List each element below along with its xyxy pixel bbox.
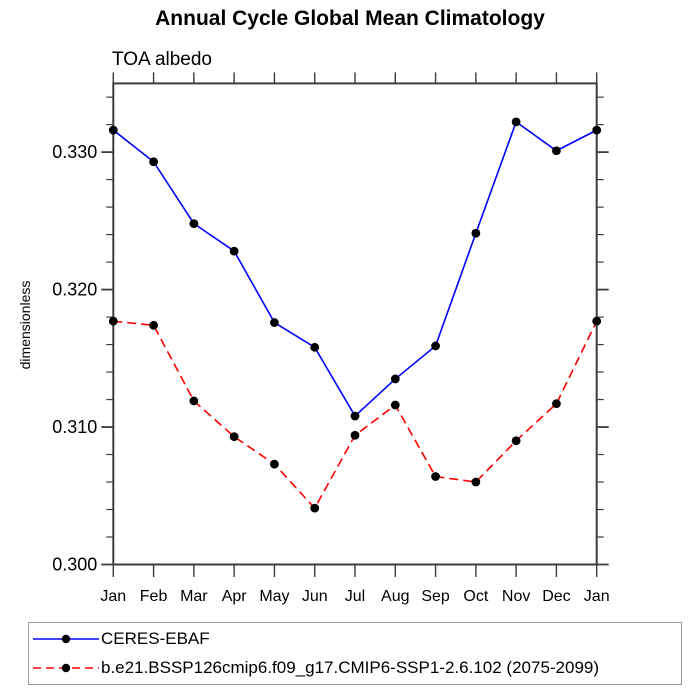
plot-frame: [112, 82, 598, 566]
legend-item-model: b.e21.BSSP126cmip6.f09_g17.CMIP6-SSP1-2.…: [29, 654, 681, 683]
legend-label-ceres: CERES-EBAF: [101, 629, 210, 648]
data-point-marker: [471, 477, 481, 487]
legend-sample-marker: [61, 634, 71, 644]
chart-subtitle: TOA albedo: [112, 49, 213, 70]
data-point-marker: [270, 459, 279, 469]
data-point-marker: [390, 374, 400, 384]
x-tick-label: Jul: [345, 588, 365, 605]
data-point-marker: [511, 117, 521, 127]
data-point-marker: [592, 316, 602, 326]
legend-line-sample-dashed: [33, 663, 99, 673]
legend-line-sample-solid: [33, 634, 99, 644]
data-point-marker: [431, 341, 440, 351]
x-tick-label: Feb: [140, 588, 168, 605]
x-tick-label: Dec: [542, 588, 570, 605]
x-tick-label: Jan: [100, 588, 126, 605]
data-point-marker: [108, 125, 118, 135]
x-tick-label: Aug: [381, 588, 409, 605]
data-point-marker: [431, 472, 440, 481]
y-tick-label: 0.310: [52, 417, 97, 437]
x-tick-label: Mar: [180, 588, 208, 605]
data-point-marker: [592, 125, 602, 135]
data-point-marker: [511, 436, 521, 446]
legend-sample-marker: [61, 663, 71, 673]
x-tick-label: Jun: [302, 588, 328, 605]
data-point-marker: [350, 411, 360, 421]
series-line-0: [112, 120, 598, 418]
data-point-marker: [229, 246, 239, 256]
data-point-marker: [149, 320, 158, 330]
x-tick-label: Oct: [463, 588, 488, 605]
data-point-marker: [149, 157, 158, 167]
data-point-marker: [471, 228, 481, 238]
data-point-marker: [350, 430, 360, 440]
data-point-marker: [552, 399, 561, 409]
y-tick-label: 0.330: [52, 142, 97, 162]
data-point-marker: [189, 219, 199, 229]
y-tick-label: 0.300: [52, 555, 97, 575]
x-tick-label: Jan: [584, 588, 610, 605]
data-point-marker: [229, 432, 239, 442]
legend: CERES-EBAF b.e21.BSSP126cmip6.f09_g17.CM…: [28, 622, 682, 685]
y-tick-label: 0.320: [52, 280, 97, 300]
x-tick-label: Apr: [222, 588, 248, 605]
data-point-marker: [189, 396, 199, 406]
plot-area: Jan Feb Mar Apr May Jun Jul Aug Sep Oct Nov Dec Jan0…: [52, 72, 610, 605]
x-tick-label: Nov: [502, 588, 530, 605]
data-point-marker: [390, 400, 400, 410]
data-point-marker: [270, 318, 279, 327]
x-tick-label: Sep: [421, 588, 450, 605]
chart-title: Annual Cycle Global Mean Climatology: [155, 7, 545, 30]
data-point-marker: [552, 146, 561, 156]
x-tick-label: May: [259, 588, 289, 605]
legend-label-model: b.e21.BSSP126cmip6.f09_g17.CMIP6-SSP1-2.…: [101, 658, 600, 677]
data-point-marker: [310, 503, 320, 513]
legend-item-ceres: CERES-EBAF: [29, 625, 681, 654]
data-point-marker: [310, 342, 320, 352]
data-point-marker: [108, 316, 118, 326]
